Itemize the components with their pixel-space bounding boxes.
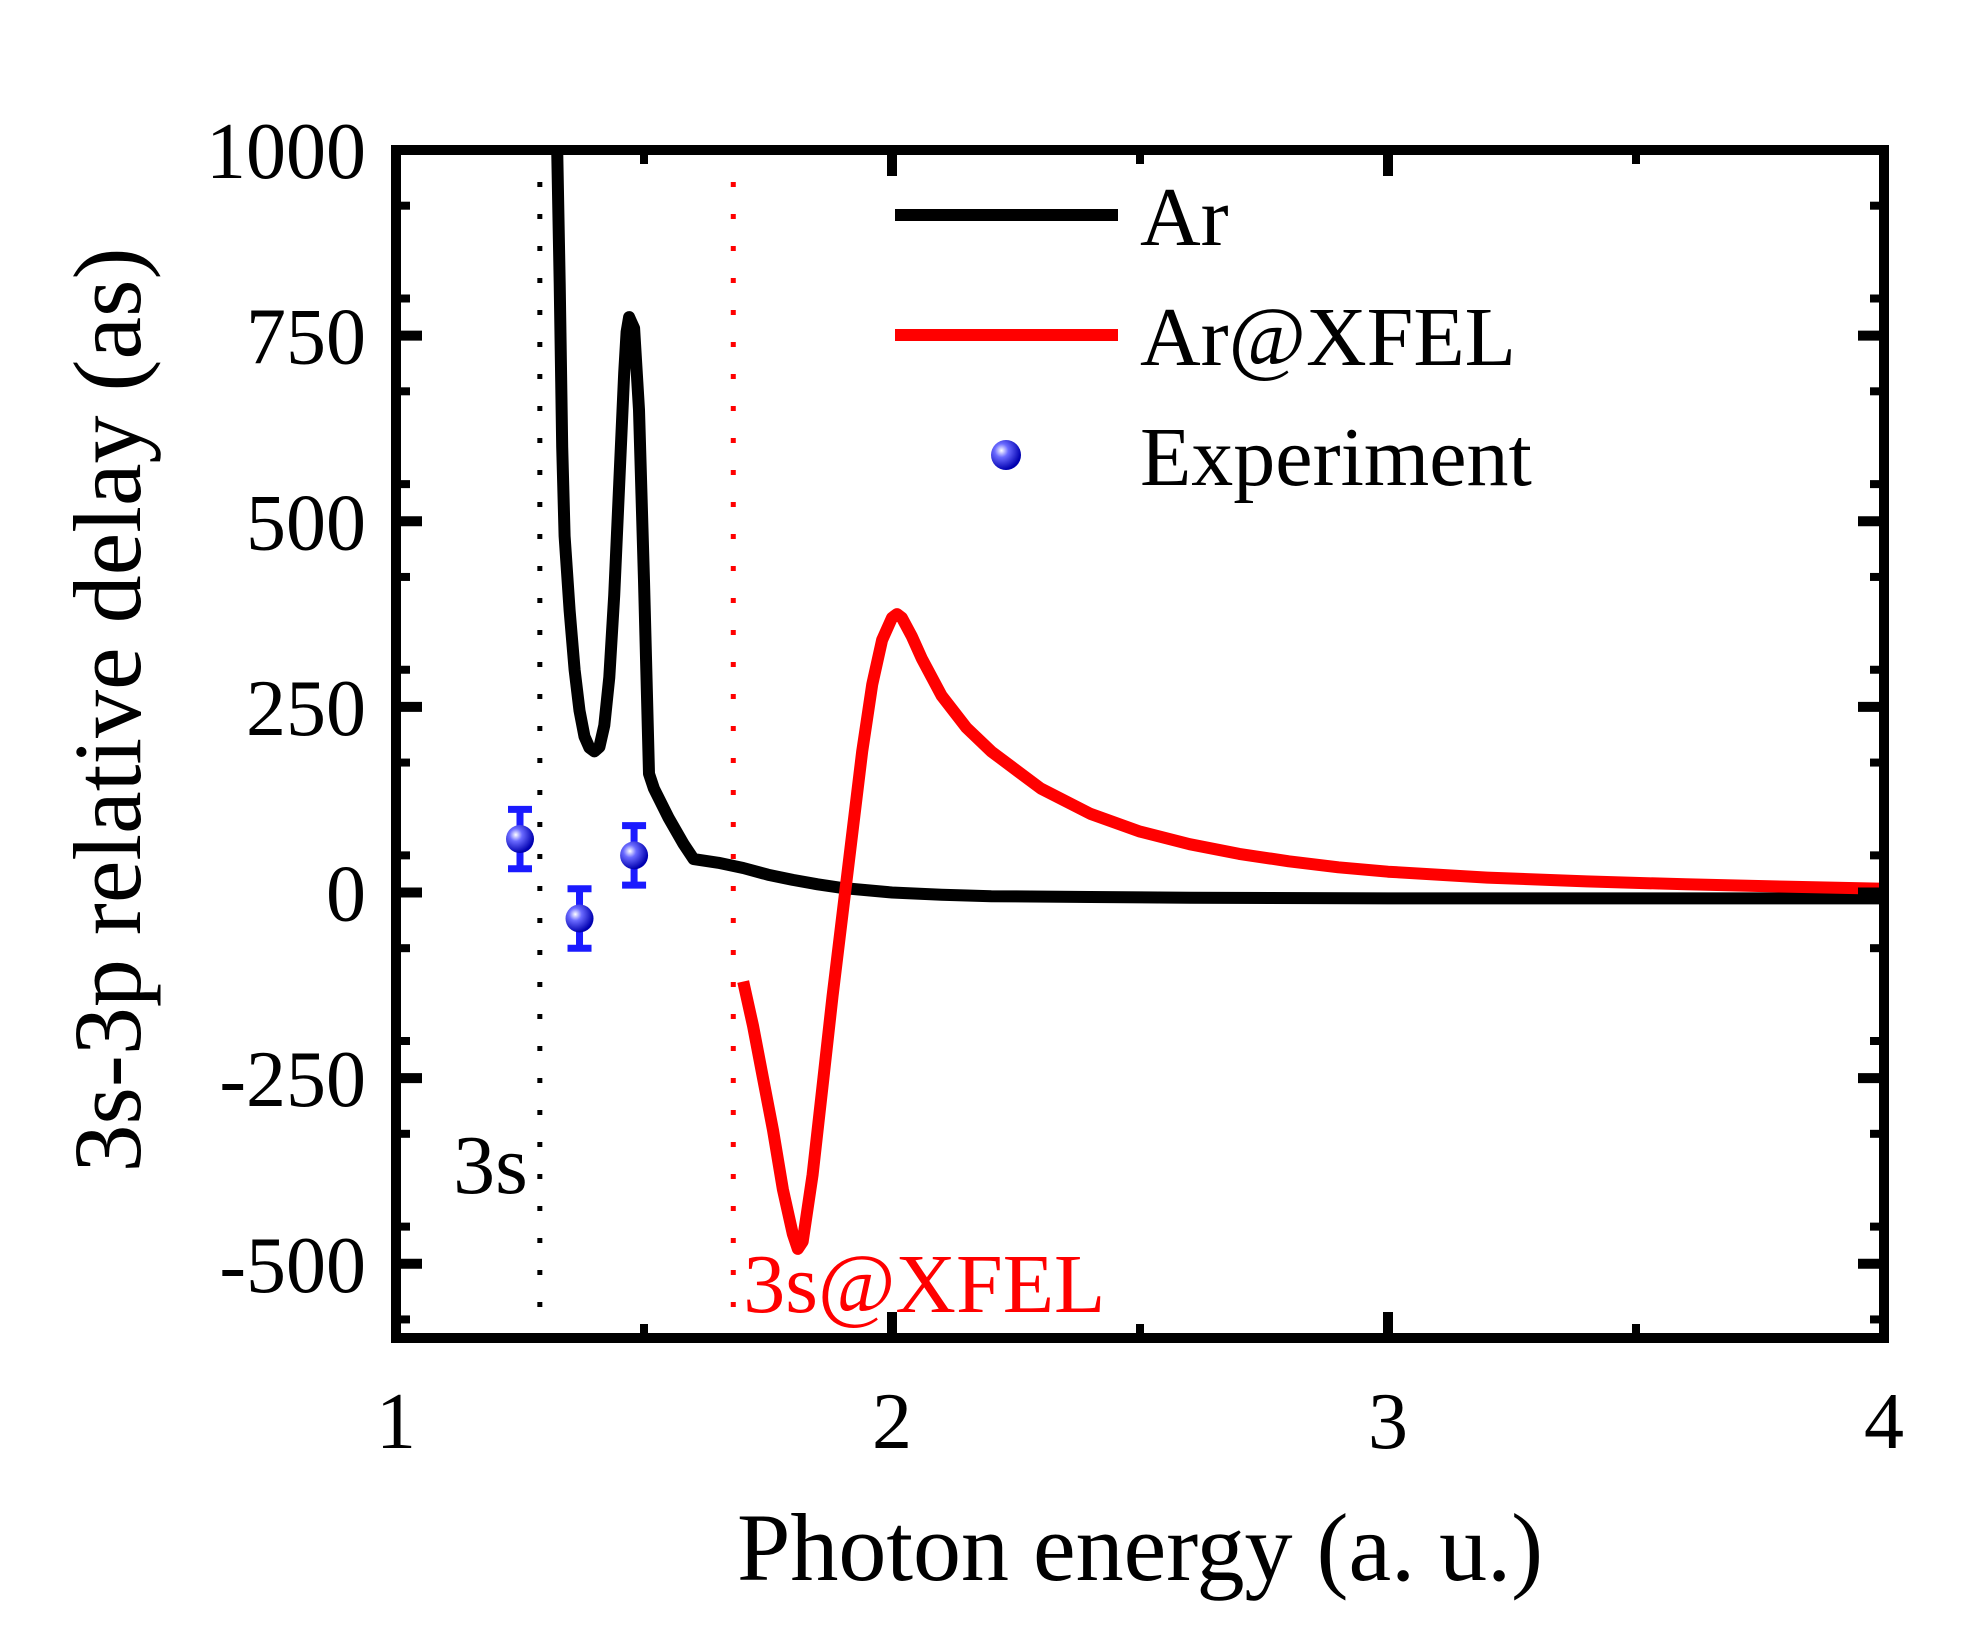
legend: Ar Ar@XFEL Experiment — [895, 171, 1532, 504]
legend-label-1: Ar@XFEL — [1140, 291, 1516, 384]
y-axis-label: 3s-3p relative delay (as) — [54, 248, 161, 1173]
x-tick-label-0: 1 — [376, 1378, 416, 1466]
experiment-points — [506, 805, 649, 952]
x-tick-label-1: 2 — [872, 1378, 912, 1466]
x-axis-label: Photon energy (a. u.) — [737, 1494, 1543, 1601]
x-tick-label-2: 3 — [1368, 1378, 1408, 1466]
legend-marker-2 — [991, 440, 1021, 470]
y-tick-label-2: 0 — [326, 851, 366, 939]
reference-lines: 3s 3s@XFEL — [453, 150, 1105, 1338]
experiment-marker — [620, 841, 649, 870]
x-tick-label-3: 4 — [1864, 1378, 1904, 1466]
vline-label-1: 3s@XFEL — [743, 1238, 1105, 1331]
axes: 1 2 3 4 -500 -250 0 250 500 750 1000 — [206, 108, 1904, 1466]
y-tick-label-3: 250 — [246, 665, 366, 753]
legend-label-0: Ar — [1140, 171, 1229, 264]
experiment-marker — [506, 825, 534, 854]
experiment-point-1 — [565, 885, 594, 952]
experiment-point-2 — [620, 822, 649, 889]
legend-label-2: Experiment — [1140, 411, 1532, 504]
experiment-marker — [565, 904, 594, 933]
y-tick-label-5: 750 — [246, 294, 366, 382]
series-line-1 — [737, 608, 1884, 1255]
series-line-0 — [551, 150, 1884, 905]
y-tick-label-4: 500 — [246, 479, 366, 567]
vline-label-0: 3s — [453, 1119, 528, 1212]
y-tick-label-6: 1000 — [206, 108, 366, 196]
plot-series — [551, 150, 1884, 1255]
y-tick-label-0: -500 — [219, 1222, 366, 1310]
y-tick-label-1: -250 — [219, 1036, 366, 1124]
experiment-point-0 — [506, 805, 534, 873]
